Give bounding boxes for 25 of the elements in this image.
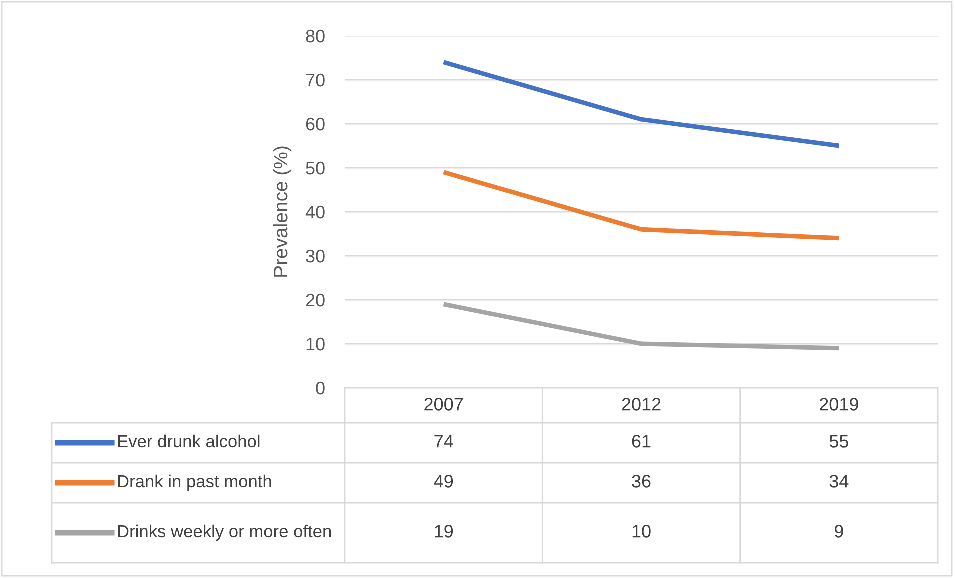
y-tick-label: 60 bbox=[306, 118, 325, 131]
x-tick-label: 2012 bbox=[622, 398, 661, 411]
data-label: 9 bbox=[834, 525, 844, 538]
y-tick-label: 40 bbox=[306, 206, 325, 219]
data-label: 19 bbox=[435, 525, 454, 538]
data-label: 34 bbox=[830, 475, 849, 488]
y-tick-label: 30 bbox=[306, 250, 325, 263]
data-label: 61 bbox=[632, 435, 651, 448]
legend-label: Ever drunk alcohol bbox=[118, 434, 260, 448]
y-tick-label: 80 bbox=[306, 30, 325, 43]
y-tick-label: 50 bbox=[306, 162, 325, 175]
data-label: 36 bbox=[632, 475, 651, 488]
x-tick-label: 2007 bbox=[424, 398, 464, 411]
y-tick-label: 20 bbox=[306, 294, 325, 307]
legend-label: Drank in past month bbox=[118, 474, 272, 492]
y-tick-label: 0 bbox=[316, 382, 325, 395]
y-axis-title: Prevalence (%) bbox=[273, 146, 292, 277]
x-tick-label: 2019 bbox=[820, 398, 858, 411]
data-label: 10 bbox=[632, 525, 651, 538]
data-label: 55 bbox=[830, 435, 848, 448]
y-tick-label: 70 bbox=[306, 74, 325, 87]
data-label: 49 bbox=[434, 475, 454, 488]
data-label: 74 bbox=[434, 435, 454, 448]
y-tick-label: 10 bbox=[306, 338, 325, 351]
legend-label: Drinks weekly or more often bbox=[118, 524, 332, 542]
